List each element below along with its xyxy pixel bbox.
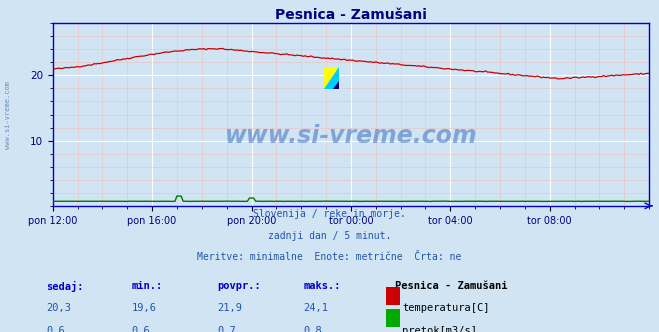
Polygon shape: [324, 67, 339, 89]
Text: temperatura[C]: temperatura[C]: [402, 303, 490, 313]
Text: 24,1: 24,1: [303, 303, 328, 313]
Text: Slovenija / reke in morje.: Slovenija / reke in morje.: [253, 209, 406, 219]
Text: maks.:: maks.:: [303, 281, 341, 290]
Text: zadnji dan / 5 minut.: zadnji dan / 5 minut.: [268, 231, 391, 241]
Text: 21,9: 21,9: [217, 303, 243, 313]
Text: 0,8: 0,8: [303, 326, 322, 332]
Text: Pesnica - Zamušani: Pesnica - Zamušani: [395, 281, 508, 290]
Text: 0,7: 0,7: [217, 326, 236, 332]
Text: www.si-vreme.com: www.si-vreme.com: [5, 81, 11, 148]
Text: sedaj:: sedaj:: [46, 281, 84, 291]
Text: Meritve: minimalne  Enote: metrične  Črta: ne: Meritve: minimalne Enote: metrične Črta:…: [197, 252, 462, 262]
Text: www.si-vreme.com: www.si-vreme.com: [225, 124, 477, 148]
Text: 0,6: 0,6: [46, 326, 65, 332]
Polygon shape: [333, 81, 339, 89]
Text: min.:: min.:: [132, 281, 163, 290]
Polygon shape: [324, 67, 339, 89]
Text: pretok[m3/s]: pretok[m3/s]: [402, 326, 477, 332]
Text: 20,3: 20,3: [46, 303, 71, 313]
Text: povpr.:: povpr.:: [217, 281, 261, 290]
Text: 0,6: 0,6: [132, 326, 150, 332]
Title: Pesnica - Zamušani: Pesnica - Zamušani: [275, 8, 427, 22]
Text: 19,6: 19,6: [132, 303, 157, 313]
